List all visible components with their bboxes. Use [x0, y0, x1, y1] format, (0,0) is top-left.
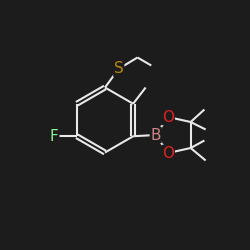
Text: O: O: [162, 110, 174, 124]
Text: O: O: [162, 146, 174, 160]
Text: B: B: [150, 128, 161, 142]
Text: F: F: [50, 129, 59, 144]
Text: S: S: [114, 61, 124, 76]
